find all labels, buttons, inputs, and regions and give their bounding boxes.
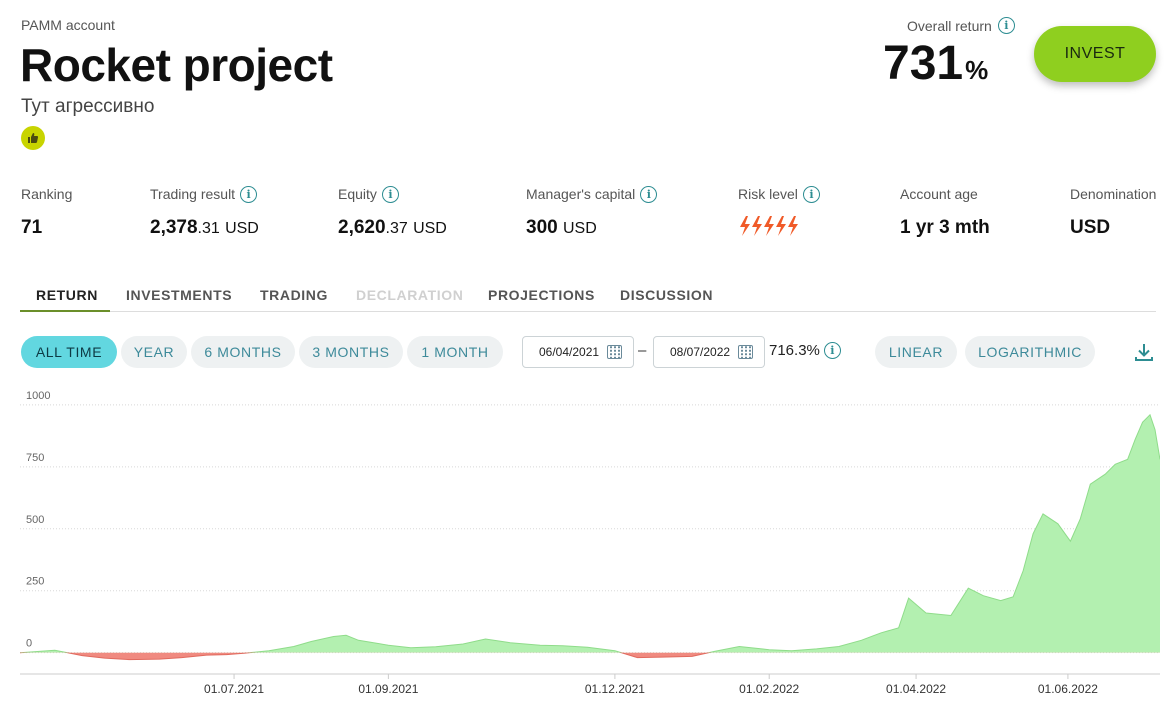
x-tick-label: 01.09.2021 <box>358 682 418 696</box>
stat-currency: USD <box>225 220 259 237</box>
x-tick-label: 01.12.2021 <box>585 682 645 696</box>
lightning-icon <box>764 216 774 236</box>
active-tab-indicator <box>20 310 110 312</box>
stat-value-dec: .31 <box>197 220 220 237</box>
stat-label-row: Equity i <box>338 185 447 203</box>
period-year[interactable]: YEAR <box>121 336 187 368</box>
stat-label-row: Manager's capital i <box>526 185 658 203</box>
stat-risk-level: Risk level i <box>738 185 820 243</box>
scale-linear[interactable]: LINEAR <box>875 336 957 368</box>
stat-value: 1 yr 3 mth <box>900 217 990 238</box>
stat-label: Denomination <box>1070 186 1157 202</box>
overall-return-label: Overall return i <box>907 17 1015 34</box>
overall-return-unit: % <box>965 55 989 85</box>
y-tick-label: 0 <box>26 638 32 650</box>
period-return: 716.3% i <box>769 342 841 359</box>
calendar-icon[interactable] <box>738 345 754 359</box>
stat-value-int: 2,620 <box>338 217 386 238</box>
stat-label: Trading result <box>150 186 236 202</box>
lightning-icon <box>776 216 786 236</box>
stat-value-int: 300 <box>526 217 558 238</box>
y-tick-label: 250 <box>26 576 44 588</box>
period-all-time[interactable]: ALL TIME <box>21 336 117 368</box>
stat-value: 2,378.31 USD <box>150 217 259 239</box>
info-icon[interactable]: i <box>381 185 399 203</box>
return-line <box>20 413 1160 653</box>
date-from-value: 06/04/2021 <box>539 345 600 359</box>
period-return-value: 716.3% <box>769 342 820 359</box>
stat-label: Manager's capital <box>526 186 636 202</box>
tab-projections[interactable]: PROJECTIONS <box>488 287 595 303</box>
overall-return-number: 731 <box>883 37 964 90</box>
lightning-icon <box>752 216 762 236</box>
stat-label: Ranking <box>21 186 73 202</box>
stat-value: 71 <box>21 217 43 238</box>
account-subtitle: Тут агрессивно <box>21 96 155 117</box>
page-title: Rocket project <box>20 39 333 91</box>
scale-logarithmic[interactable]: LOGARITHMIC <box>965 336 1095 368</box>
stat-value-dec: .37 <box>385 220 408 237</box>
return-chart: 1000 750 500 250 0 01.07.2021 01.09.2021 01.12.… <box>20 390 1160 696</box>
y-tick-label: 500 <box>26 514 44 526</box>
tab-investments[interactable]: INVESTMENTS <box>126 287 233 303</box>
overall-return-text: Overall return <box>907 17 992 34</box>
stat-value: 300 USD <box>526 217 657 239</box>
stat-currency: USD <box>562 220 597 237</box>
stat-value: USD <box>1070 217 1111 238</box>
calendar-icon[interactable] <box>607 345 623 359</box>
y-tick-label: 1000 <box>26 390 50 402</box>
tab-discussion[interactable]: DISCUSSION <box>620 287 714 303</box>
stat-value: 2,620.37 USD <box>338 217 447 239</box>
lightning-icons <box>740 216 798 236</box>
download-icon[interactable] <box>1133 341 1155 363</box>
stat-managers-capital: Manager's capital i 300 USD <box>526 185 658 239</box>
stat-equity: Equity i 2,620.37 USD <box>338 185 447 239</box>
info-icon[interactable]: i <box>240 185 258 203</box>
y-tick-label: 750 <box>26 452 44 464</box>
stat-account-age: Account age 1 yr 3 mth <box>900 185 990 239</box>
thumbs-up-icon[interactable] <box>21 126 45 150</box>
negative-return-area <box>20 652 1160 660</box>
stat-label-row: Risk level i <box>738 185 820 203</box>
x-tick-label: 01.02.2022 <box>739 682 799 696</box>
lightning-icon <box>740 216 750 236</box>
x-tick-label: 01.06.2022 <box>1038 682 1098 696</box>
stat-denomination: Denomination USD <box>1070 185 1156 239</box>
date-range-separator: – <box>638 342 647 359</box>
stat-label: Risk level <box>738 186 798 202</box>
x-tick-label: 01.04.2022 <box>886 682 946 696</box>
lightning-icon <box>788 216 798 236</box>
date-from-input[interactable]: 06/04/2021 <box>522 336 634 368</box>
stat-value-int: 2,378 <box>150 217 198 238</box>
positive-return-area <box>20 414 1160 653</box>
account-type-label: PAMM account <box>21 17 115 33</box>
info-icon[interactable]: i <box>640 185 658 203</box>
date-to-input[interactable]: 08/07/2022 <box>653 336 765 368</box>
period-1-month[interactable]: 1 MONTH <box>407 336 503 368</box>
stat-ranking: Ranking 71 <box>21 185 72 239</box>
x-tick-label: 01.07.2021 <box>204 682 264 696</box>
overall-return-value: 731% <box>883 36 988 91</box>
period-3-months[interactable]: 3 MONTHS <box>299 336 403 368</box>
stat-label-row: Trading result i <box>150 185 259 203</box>
date-to-value: 08/07/2022 <box>670 345 731 359</box>
tab-declaration: DECLARATION <box>356 287 464 303</box>
invest-button[interactable]: INVEST <box>1034 26 1156 82</box>
tab-return[interactable]: RETURN <box>36 287 98 303</box>
risk-level-bolts <box>738 215 820 243</box>
stat-trading-result: Trading result i 2,378.31 USD <box>150 185 259 239</box>
stat-label: Equity <box>338 186 377 202</box>
info-icon[interactable]: i <box>823 342 841 359</box>
tab-trading[interactable]: TRADING <box>260 287 328 303</box>
info-icon[interactable]: i <box>802 185 820 203</box>
info-icon[interactable]: i <box>997 17 1015 34</box>
tab-bar: RETURN INVESTMENTS TRADING DECLARATION P… <box>20 280 1156 312</box>
stat-label: Account age <box>900 186 978 202</box>
stat-currency: USD <box>413 220 447 237</box>
period-6-months[interactable]: 6 MONTHS <box>191 336 295 368</box>
